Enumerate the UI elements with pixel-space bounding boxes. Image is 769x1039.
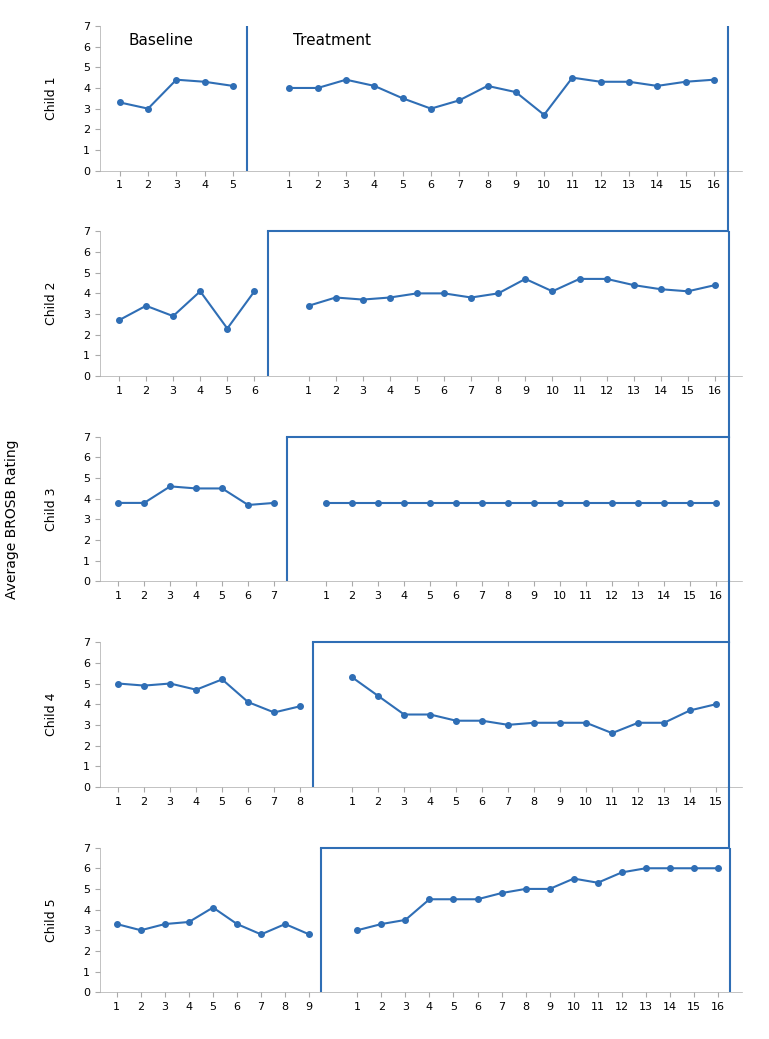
Text: Treatment: Treatment	[293, 33, 371, 48]
Y-axis label: Child 3: Child 3	[45, 487, 58, 531]
Y-axis label: Child 2: Child 2	[45, 282, 58, 325]
Y-axis label: Child 4: Child 4	[45, 693, 58, 737]
Text: Average BROSB Rating: Average BROSB Rating	[5, 439, 18, 600]
Text: Baseline: Baseline	[129, 33, 194, 48]
Y-axis label: Child 5: Child 5	[45, 898, 58, 941]
Y-axis label: Child 1: Child 1	[45, 77, 58, 121]
